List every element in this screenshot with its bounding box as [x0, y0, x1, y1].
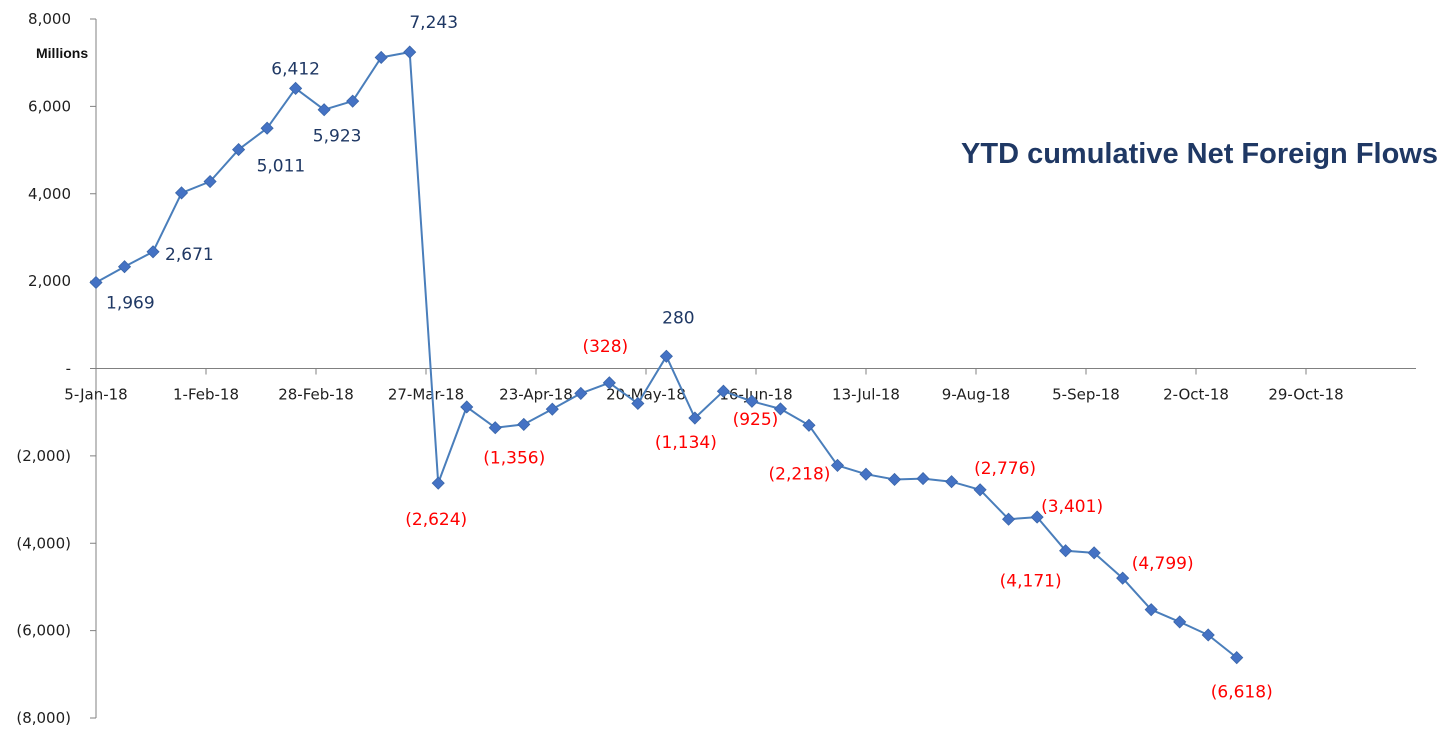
data-point-marker	[117, 260, 132, 274]
data-point-marker	[631, 396, 645, 411]
data-point-marker	[745, 394, 759, 408]
data-point-marker	[1002, 512, 1016, 526]
data-point-marker	[431, 476, 445, 490]
x-tick-label: 1-Feb-18	[173, 386, 239, 404]
data-label: (2,624)	[405, 510, 467, 530]
data-label: 1,969	[106, 293, 155, 313]
y-tick-label: (4,000)	[16, 534, 71, 552]
data-point-marker	[203, 174, 217, 189]
data-label: 5,923	[313, 127, 362, 147]
data-point-marker	[773, 402, 788, 416]
data-label: (4,171)	[1000, 572, 1062, 592]
data-label: 5,011	[257, 157, 306, 177]
data-label: 7,243	[409, 13, 458, 33]
data-point-marker	[488, 421, 502, 435]
data-point-marker	[802, 418, 816, 432]
data-point-marker	[517, 417, 531, 431]
data-point-marker	[346, 94, 360, 108]
data-label: (925)	[733, 410, 779, 430]
y-tick-label: 8,000	[28, 10, 71, 28]
x-tick-label: 5-Sep-18	[1052, 386, 1120, 404]
data-point-marker	[1201, 628, 1215, 642]
y-tick-label: (2,000)	[16, 447, 71, 465]
x-tick-label: 29-Oct-18	[1268, 386, 1343, 404]
data-label: 2,671	[165, 245, 214, 265]
data-point-marker	[1173, 615, 1187, 629]
data-point-marker	[830, 458, 845, 472]
data-point-marker	[944, 475, 959, 489]
y-tick-label: (8,000)	[16, 709, 71, 727]
data-point-marker	[973, 483, 987, 497]
y-unit-label: Millions	[36, 45, 88, 61]
data-point-marker	[89, 275, 103, 290]
data-point-marker	[716, 384, 730, 398]
data-point-marker	[659, 349, 673, 363]
data-label: (6,618)	[1211, 683, 1273, 703]
x-tick-label: 20-May-18	[606, 386, 686, 404]
data-label: (328)	[582, 337, 628, 357]
x-tick-label: 2-Oct-18	[1163, 386, 1229, 404]
data-point-marker	[460, 400, 474, 414]
data-point-marker	[146, 245, 160, 259]
x-tick-label: 13-Jul-18	[832, 386, 900, 404]
x-tick-label: 23-Apr-18	[499, 386, 573, 404]
chart-title: YTD cumulative Net Foreign Flows	[961, 138, 1438, 170]
data-point-marker	[403, 45, 417, 59]
data-point-marker	[574, 386, 588, 400]
x-tick-label: 5-Jan-18	[64, 386, 127, 404]
data-point-marker	[1144, 603, 1158, 617]
data-labels-layer: 1,969 2,671 5,011 6,412 5,923 7,243 (2,624) (1,…	[106, 13, 1273, 703]
data-point-marker	[602, 376, 616, 390]
data-point-marker	[1116, 571, 1130, 585]
data-point-marker	[916, 472, 930, 486]
y-tick-label: (6,000)	[16, 622, 71, 640]
x-tick-label: 9-Aug-18	[942, 386, 1010, 404]
data-point-marker	[260, 121, 274, 135]
y-tick-label: 4,000	[28, 185, 71, 203]
y-tick-label: 2,000	[28, 272, 71, 290]
data-label: (2,218)	[769, 464, 831, 484]
data-point-marker	[289, 81, 303, 95]
data-point-marker	[887, 472, 902, 487]
data-point-marker	[374, 50, 388, 65]
data-label: (2,776)	[974, 459, 1036, 479]
data-label: (3,401)	[1041, 497, 1103, 517]
x-tick-label: 16-Jun-18	[719, 386, 792, 404]
data-point-marker	[1030, 510, 1044, 524]
data-point-marker	[1087, 546, 1101, 560]
markers-layer	[89, 45, 1244, 665]
data-point-marker	[317, 103, 331, 117]
data-point-marker	[859, 467, 873, 481]
data-point-marker	[1059, 544, 1073, 558]
x-tick-label: 28-Feb-18	[278, 386, 354, 404]
axes: 8,000 6,000 4,000 2,000 - (2,000) (4,000) (6,00…	[16, 10, 1416, 727]
data-point-marker	[174, 186, 189, 200]
data-label: 280	[662, 308, 694, 328]
y-tick-label: -	[66, 360, 71, 378]
y-tick-label: 6,000	[28, 97, 71, 115]
data-point-marker	[688, 411, 702, 425]
data-label: 6,412	[271, 59, 320, 79]
x-tick-label: 27-Mar-18	[388, 386, 464, 404]
data-point-marker	[232, 143, 246, 157]
data-label: (4,799)	[1132, 554, 1194, 574]
data-point-marker	[545, 402, 559, 416]
data-label: (1,134)	[655, 433, 717, 453]
data-point-marker	[1230, 651, 1244, 665]
data-label: (1,356)	[483, 449, 545, 469]
